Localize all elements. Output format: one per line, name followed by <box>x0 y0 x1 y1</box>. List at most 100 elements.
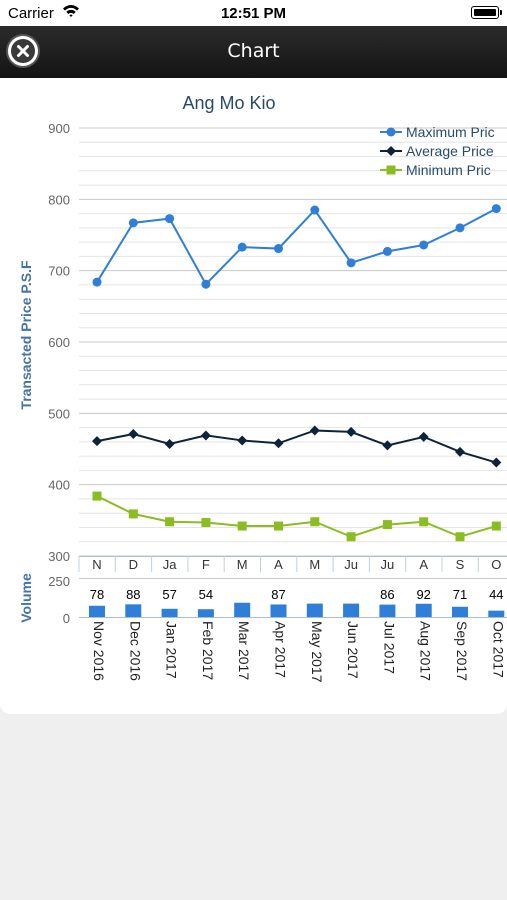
y-tick-label: 900 <box>48 121 70 136</box>
legend-item-maximum-price[interactable]: Maximum Pric <box>380 124 495 140</box>
x-axis-label: May 2017 <box>309 621 325 683</box>
x-short-label: A <box>419 557 428 572</box>
data-point[interactable] <box>237 521 247 531</box>
navigation-bar: Chart <box>0 26 507 78</box>
x-axis-label: Jul 2017 <box>381 621 397 674</box>
legend-item-average-price[interactable]: Average Price <box>380 143 494 159</box>
data-point[interactable] <box>418 431 429 442</box>
series-line <box>96 495 497 538</box>
legend-marker <box>386 165 396 175</box>
data-point[interactable] <box>310 517 320 527</box>
volume-data-label: 54 <box>199 587 213 602</box>
legend-item-minimum-price[interactable]: Minimum Pric <box>380 162 491 178</box>
y-axis-ticks: 300 400 500 600 700 800 900 0 250 <box>48 121 70 626</box>
data-point[interactable] <box>309 425 320 436</box>
volume-bar[interactable] <box>89 605 105 617</box>
y-tick-label: 800 <box>48 192 70 207</box>
data-point[interactable] <box>310 205 320 215</box>
data-point[interactable] <box>346 426 357 437</box>
data-point[interactable] <box>165 214 175 224</box>
x-short-label: M <box>237 557 248 572</box>
close-button[interactable] <box>8 36 38 66</box>
data-point[interactable] <box>491 521 501 531</box>
data-point[interactable] <box>455 446 465 457</box>
series-minimum-price <box>92 491 501 542</box>
volume-data-label: 87 <box>271 587 285 602</box>
data-point[interactable] <box>128 218 138 228</box>
x-short-label: F <box>202 557 210 572</box>
x-axis-label: Jun 2017 <box>345 621 361 679</box>
volume-bar[interactable] <box>488 610 505 617</box>
legend-label: Maximum Pric <box>406 124 495 140</box>
volume-bar[interactable] <box>306 603 323 617</box>
price-chart[interactable]: Ang Mo Kio Transacted Price P.S.F Volume… <box>0 78 507 714</box>
data-point[interactable] <box>382 440 393 451</box>
data-point[interactable] <box>346 258 356 268</box>
legend-marker <box>386 146 396 156</box>
data-point[interactable] <box>92 277 102 287</box>
x-axis-label: Sep 2017 <box>454 621 470 681</box>
volume-data-label: 88 <box>126 587 140 602</box>
chart-title: Ang Mo Kio <box>182 93 275 113</box>
data-point[interactable] <box>273 438 284 449</box>
data-point[interactable] <box>419 517 429 527</box>
data-point[interactable] <box>164 439 175 450</box>
y-tick-label: 500 <box>48 406 70 421</box>
x-short-label: S <box>456 557 465 572</box>
volume-bar[interactable] <box>452 606 468 617</box>
data-point[interactable] <box>455 532 465 542</box>
y-tick-label: 400 <box>48 478 70 493</box>
x-axis-label: Aug 2017 <box>418 621 434 681</box>
data-point[interactable] <box>382 246 392 256</box>
wifi-icon <box>62 3 80 23</box>
x-short-label: Ja <box>163 557 178 572</box>
data-point[interactable] <box>491 457 502 468</box>
data-point[interactable] <box>382 520 392 530</box>
x-axis-label: Dec 2016 <box>127 621 143 681</box>
volume-bar[interactable] <box>125 604 142 617</box>
volume-bar[interactable] <box>161 608 178 617</box>
data-point[interactable] <box>201 517 211 527</box>
volume-bar[interactable] <box>343 603 360 617</box>
x-axis-short-labels: N D Ja F M A M Ju Ju A S O <box>92 557 501 572</box>
volume-data-label: 78 <box>90 587 104 602</box>
data-point[interactable] <box>237 435 248 446</box>
volume-bar[interactable] <box>270 604 287 617</box>
series-lines <box>92 204 502 542</box>
volume-tick-label: 0 <box>63 611 70 626</box>
series-maximum-price <box>92 204 501 289</box>
data-point[interactable] <box>455 223 465 233</box>
volume-data-label: 86 <box>380 587 394 602</box>
y-axis-title: Transacted Price P.S.F <box>18 260 34 410</box>
volume-data-label: 57 <box>162 587 176 602</box>
volume-bar[interactable] <box>379 604 396 617</box>
data-point[interactable] <box>128 509 138 519</box>
data-point[interactable] <box>92 491 102 501</box>
data-point[interactable] <box>419 240 429 250</box>
chart-card: Ang Mo Kio Transacted Price P.S.F Volume… <box>0 78 507 714</box>
data-point[interactable] <box>200 430 211 441</box>
volume-bar[interactable] <box>415 603 432 617</box>
data-point[interactable] <box>201 279 211 289</box>
series-line <box>96 429 497 464</box>
data-point[interactable] <box>274 244 283 254</box>
data-point[interactable] <box>346 532 356 542</box>
nav-title: Chart <box>227 40 280 62</box>
x-axis-label: Feb 2017 <box>200 621 216 680</box>
clock-time: 12:51 PM <box>220 5 287 22</box>
x-short-label: Ju <box>344 557 358 572</box>
x-axis-label: Jan 2017 <box>164 621 180 679</box>
volume-bar[interactable] <box>234 602 251 617</box>
data-point[interactable] <box>128 429 139 440</box>
volume-data-label: 71 <box>453 587 467 602</box>
y-tick-label: 600 <box>48 335 70 350</box>
data-point[interactable] <box>491 204 501 214</box>
data-point[interactable] <box>237 242 247 252</box>
legend[interactable]: Maximum Pric Average Price Minimum Pric <box>380 124 495 178</box>
data-point[interactable] <box>92 436 102 447</box>
data-point[interactable] <box>165 517 175 527</box>
volume-bar[interactable] <box>197 609 214 617</box>
data-point[interactable] <box>274 521 283 531</box>
close-icon <box>11 39 35 63</box>
volume-axis-title: Volume <box>18 573 34 623</box>
